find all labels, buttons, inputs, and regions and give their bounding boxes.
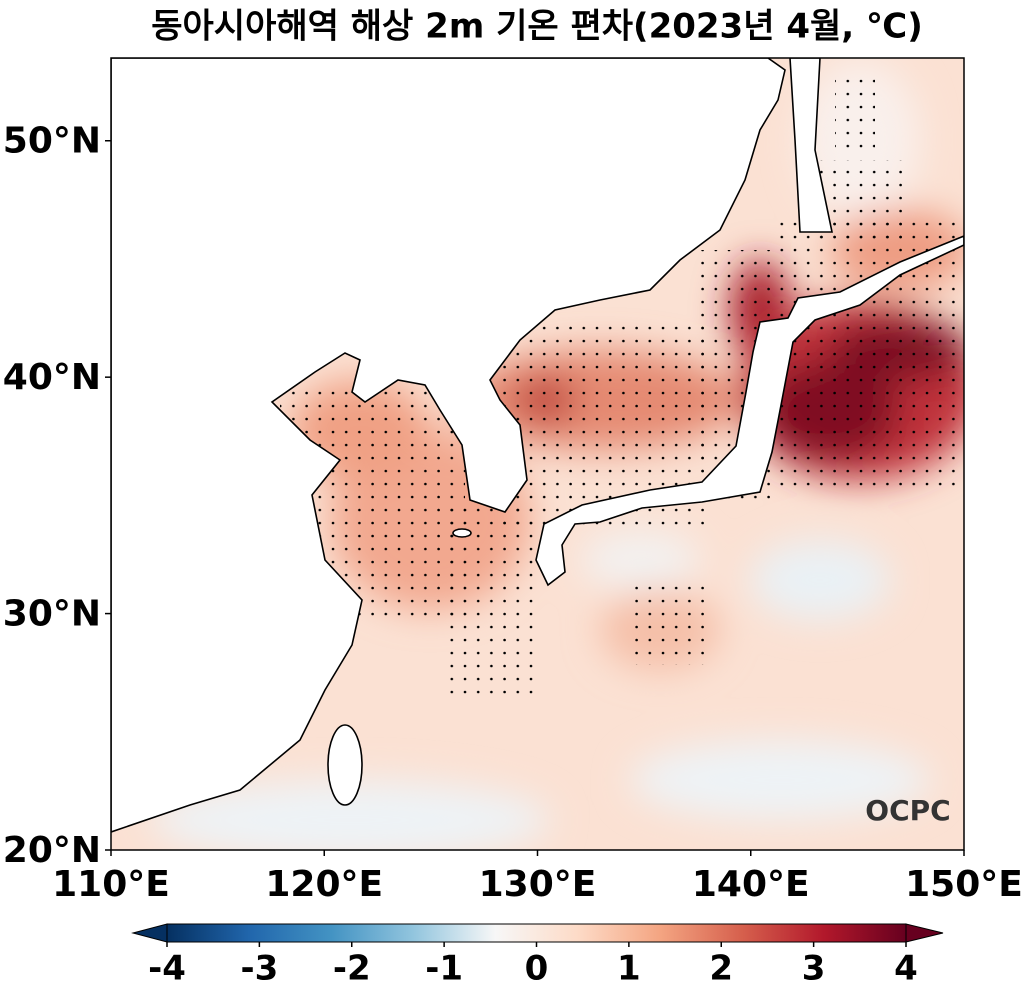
colorbar-tick-label: 4	[894, 949, 918, 989]
y-tick-label: 50°N	[3, 121, 101, 162]
colorbar-tick-label: -3	[240, 949, 278, 989]
colorbar-tick-label: 3	[802, 949, 826, 989]
x-tick-label: 130°E	[479, 864, 597, 905]
x-tick-label: 140°E	[692, 864, 810, 905]
colorbar-tick-label: 0	[525, 949, 549, 989]
title: 동아시아해역 해상 2m 기온 편차(2023년 4월, ℃)	[151, 7, 922, 47]
x-tick-label: 120°E	[265, 864, 383, 905]
y-tick-label: 20°N	[3, 830, 101, 871]
colorbar-tick-label: -4	[148, 949, 186, 989]
x-tick-label: 150°E	[905, 864, 1023, 905]
y-tick-label: 40°N	[3, 357, 101, 398]
colorbar-tick-label: 2	[709, 949, 733, 989]
logo: OCPC	[865, 794, 950, 827]
colorbar-tick-label: -1	[425, 949, 463, 989]
x-tick-label: 110°E	[52, 864, 170, 905]
map-area: OCPC	[111, 58, 964, 850]
colorbar	[166, 923, 907, 943]
y-tick-label: 30°N	[3, 594, 101, 635]
colorbar-extend-high	[905, 923, 944, 943]
colorbar-tick-label: -2	[333, 949, 371, 989]
colorbar-tick-label: 1	[617, 949, 641, 989]
colorbar-extend-low	[131, 923, 168, 943]
